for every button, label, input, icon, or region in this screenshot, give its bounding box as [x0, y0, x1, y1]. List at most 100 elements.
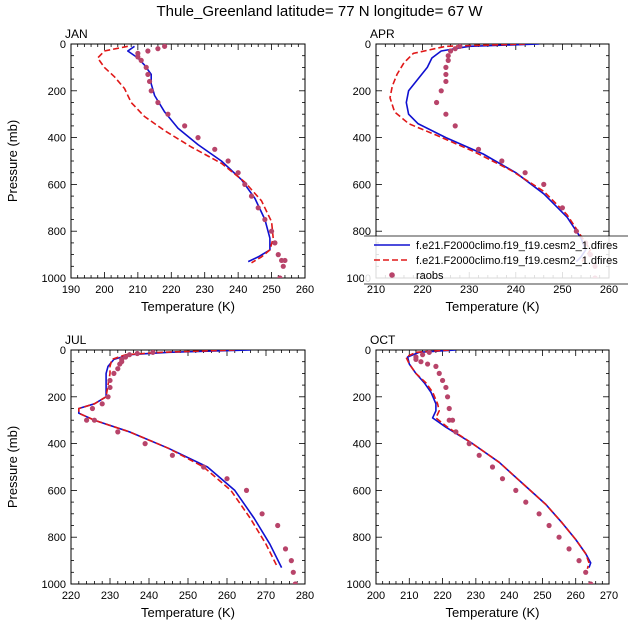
y-tick-label: 200 — [48, 86, 66, 98]
panel-label: APR — [370, 27, 395, 41]
raobs-point — [288, 558, 294, 564]
x-tick-label: 240 — [507, 284, 525, 296]
x-tick-label: 220 — [433, 590, 451, 602]
raobs-point — [143, 64, 149, 70]
y-tick-label: 200 — [353, 86, 371, 98]
legend-entry-label: f.e21.F2000climo.f19_f19.cesm2_1.dfires — [416, 255, 618, 267]
y-tick-label: 800 — [353, 226, 371, 238]
raobs-point — [546, 522, 552, 529]
raobs-point — [443, 71, 449, 78]
y-axis-title: Pressure (mb) — [5, 426, 20, 508]
raobs-point — [413, 356, 419, 362]
legend-box — [364, 236, 628, 284]
raobs-point — [225, 158, 231, 164]
model-solid-line — [406, 350, 592, 568]
y-tick-label: 800 — [48, 226, 66, 238]
raobs-point — [111, 370, 117, 376]
series-group — [78, 350, 298, 584]
x-tick-label: 250 — [533, 590, 551, 602]
x-tick-label: 250 — [179, 590, 197, 602]
raobs-point — [134, 350, 140, 357]
raobs-point — [182, 123, 188, 129]
raobs-point — [212, 146, 218, 152]
raobs-point — [447, 48, 454, 54]
raobs-point — [475, 146, 482, 152]
raobs-point — [169, 452, 175, 458]
raobs-point — [195, 135, 201, 141]
raobs-point — [439, 377, 446, 384]
panel-oct: 200 210 220 230 240 250 260 270 0 200 400 600 800 100… — [347, 333, 619, 620]
raobs-point — [566, 546, 572, 552]
raobs-point — [523, 499, 529, 505]
raobs-point — [420, 352, 426, 358]
raobs-point — [290, 569, 296, 575]
raobs-point — [99, 401, 105, 407]
raobs-point — [445, 57, 451, 63]
raobs-point — [91, 417, 97, 423]
figure-title: Thule_Greenland latitude= 77 N longitude… — [156, 3, 483, 20]
panel-jul: 220 230 240 250 260 270 280 0 200 400 600 800 1000 Te… — [5, 333, 314, 620]
x-tick-label: 260 — [296, 284, 314, 296]
model-dashed-line — [96, 45, 274, 264]
y-tick-label: 600 — [48, 485, 66, 497]
x-tick-label: 230 — [460, 284, 478, 296]
raobs-point — [275, 522, 281, 529]
legend-raobs-marker — [389, 272, 395, 278]
raobs-point — [262, 216, 268, 223]
raobs-point — [446, 417, 452, 423]
raobs-point — [280, 263, 286, 269]
legend-entry-label: f.e21.F2000climo.f19_f19.cesm2_1.dfires — [416, 240, 618, 252]
raobs-point — [107, 377, 113, 384]
x-axis-title: Temperature (K) — [141, 605, 235, 620]
raobs-point — [115, 429, 121, 435]
raobs-point — [443, 64, 449, 70]
x-tick-label: 260 — [600, 284, 618, 296]
raobs-point — [588, 581, 594, 584]
raobs-point — [436, 370, 442, 376]
raobs-point — [446, 405, 452, 412]
y-tick-label: 1000 — [42, 579, 66, 591]
raobs-point — [277, 275, 283, 278]
raobs-point — [489, 464, 496, 470]
model-solid-line — [405, 44, 587, 263]
raobs-point — [282, 257, 288, 264]
raobs-point — [145, 48, 151, 54]
raobs-point — [275, 252, 281, 258]
x-axis-title: Temperature (K) — [141, 299, 235, 314]
raobs-point — [165, 111, 171, 117]
raobs-point — [224, 476, 230, 482]
x-tick-label: 240 — [500, 590, 518, 602]
raobs-point — [145, 71, 151, 78]
x-tick-label: 200 — [367, 590, 385, 602]
raobs-point — [155, 99, 161, 106]
y-tick-label: 600 — [48, 179, 66, 191]
raobs-point — [426, 350, 432, 355]
model-dashed-line — [78, 350, 279, 568]
x-tick-label: 230 — [101, 590, 119, 602]
raobs-point — [433, 99, 440, 106]
raobs-point — [576, 558, 582, 564]
model-dashed-line — [405, 350, 590, 570]
x-tick-label: 250 — [553, 284, 571, 296]
legend: f.e21.F2000climo.f19_f19.cesm2_1.dfiresf… — [364, 235, 628, 285]
raobs-point — [541, 181, 547, 187]
y-tick-label: 200 — [353, 392, 371, 404]
x-tick-label: 220 — [162, 284, 180, 296]
raobs-point — [443, 384, 449, 391]
raobs-point — [201, 464, 207, 470]
y-tick-label: 400 — [48, 439, 66, 451]
raobs-point — [513, 487, 519, 493]
panel-label: JAN — [65, 27, 88, 41]
raobs-point — [148, 88, 154, 94]
y-tick-label: 0 — [60, 345, 66, 357]
raobs-point — [146, 78, 153, 85]
y-tick-label: 0 — [365, 39, 371, 51]
panel-label: JUL — [65, 333, 87, 347]
raobs-point — [536, 511, 542, 517]
raobs-point — [268, 228, 275, 234]
raobs-point — [115, 366, 121, 372]
x-tick-label: 240 — [229, 284, 247, 296]
raobs-point — [292, 581, 298, 584]
y-axis-title: Pressure (mb) — [5, 120, 20, 202]
raobs-point — [84, 417, 90, 423]
